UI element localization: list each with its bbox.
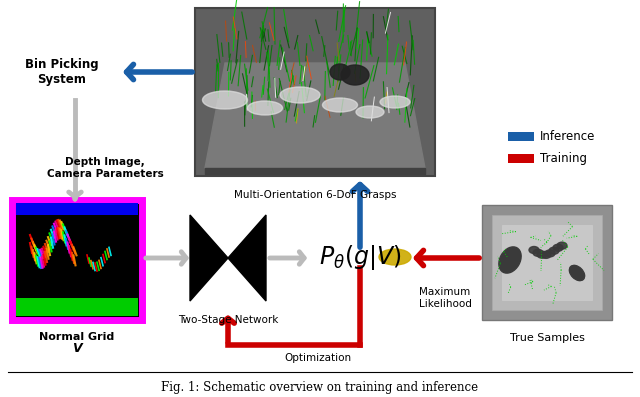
Ellipse shape <box>533 249 543 256</box>
FancyBboxPatch shape <box>16 204 138 316</box>
FancyBboxPatch shape <box>502 225 592 300</box>
Ellipse shape <box>323 98 358 112</box>
Ellipse shape <box>330 64 350 80</box>
Ellipse shape <box>541 251 551 258</box>
Text: Optimization: Optimization <box>284 353 351 363</box>
Ellipse shape <box>379 249 411 265</box>
FancyBboxPatch shape <box>12 200 142 320</box>
Text: Inference: Inference <box>540 130 595 143</box>
FancyBboxPatch shape <box>482 205 612 320</box>
FancyBboxPatch shape <box>16 203 138 215</box>
Text: Normal Grid: Normal Grid <box>40 332 115 342</box>
Text: Two-Stage Network: Two-Stage Network <box>178 315 278 325</box>
Text: Maximum
Likelihood: Maximum Likelihood <box>419 287 472 308</box>
Ellipse shape <box>557 242 567 249</box>
FancyBboxPatch shape <box>195 8 435 176</box>
Ellipse shape <box>248 101 282 115</box>
Polygon shape <box>228 215 266 301</box>
FancyBboxPatch shape <box>508 154 534 163</box>
Ellipse shape <box>570 265 585 281</box>
Text: Training: Training <box>540 152 587 165</box>
Ellipse shape <box>553 244 563 251</box>
Ellipse shape <box>529 247 539 254</box>
Ellipse shape <box>549 247 559 254</box>
Ellipse shape <box>356 106 384 118</box>
Ellipse shape <box>545 250 555 257</box>
Ellipse shape <box>280 87 320 103</box>
Ellipse shape <box>341 65 369 85</box>
Ellipse shape <box>380 96 410 108</box>
Polygon shape <box>190 215 228 301</box>
FancyBboxPatch shape <box>14 202 140 318</box>
FancyBboxPatch shape <box>20 208 134 312</box>
Ellipse shape <box>499 247 521 273</box>
Ellipse shape <box>537 251 547 258</box>
Polygon shape <box>205 168 425 174</box>
FancyBboxPatch shape <box>16 298 138 316</box>
Text: Depth Image,
Camera Parameters: Depth Image, Camera Parameters <box>47 157 163 179</box>
Text: Bin Picking
System: Bin Picking System <box>25 58 99 86</box>
FancyBboxPatch shape <box>508 132 534 141</box>
FancyBboxPatch shape <box>22 218 132 298</box>
Text: V: V <box>72 342 82 355</box>
FancyBboxPatch shape <box>18 206 136 314</box>
Text: True Samples: True Samples <box>509 333 584 343</box>
Text: $P_{\theta}(g|V)$: $P_{\theta}(g|V)$ <box>319 243 401 272</box>
Text: Multi-Orientation 6-DoF Grasps: Multi-Orientation 6-DoF Grasps <box>234 190 396 200</box>
Ellipse shape <box>202 91 248 109</box>
Text: Fig. 1: Schematic overview on training and inference: Fig. 1: Schematic overview on training a… <box>161 380 479 393</box>
FancyBboxPatch shape <box>492 215 602 310</box>
Polygon shape <box>205 63 425 168</box>
